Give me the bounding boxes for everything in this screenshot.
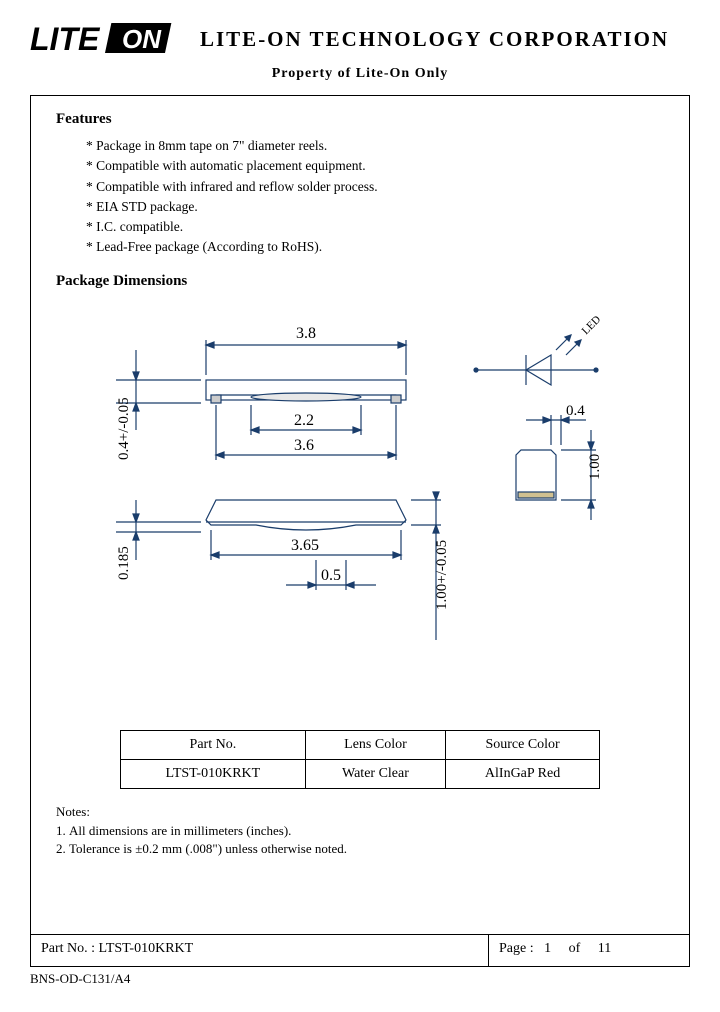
feature-item: Lead-Free package (According to RoHS). [86, 237, 664, 257]
cell-part-no: LTST-010KRKT [121, 759, 306, 788]
company-name: LITE-ON TECHNOLOGY CORPORATION [200, 27, 669, 52]
svg-text:ON: ON [122, 24, 162, 54]
dim-3.8: 3.8 [296, 325, 316, 342]
cell-source-color: AlInGaP Red [446, 759, 600, 788]
dim-1.00-tol: 1.00+/-0.05 [434, 539, 450, 609]
dim-3.6: 3.6 [294, 437, 314, 454]
cell-lens-color: Water Clear [305, 759, 445, 788]
svg-text:LITE: LITE [30, 21, 101, 57]
header: LITE ON LITE-ON TECHNOLOGY CORPORATION P… [0, 0, 720, 87]
features-list: Package in 8mm tape on 7" diameter reels… [86, 136, 664, 258]
total-pages: 11 [598, 941, 611, 956]
part-table: Part No. Lens Color Source Color LTST-01… [120, 730, 600, 789]
table-row: LTST-010KRKT Water Clear AlInGaP Red [121, 759, 600, 788]
liteon-logo: LITE ON [30, 20, 180, 58]
dim-1.00: 1.00 [587, 453, 603, 479]
dim-0.185: 0.185 [116, 546, 132, 580]
dim-2.2: 2.2 [294, 412, 314, 429]
footer: Part No. : LTST-010KRKT Page : 1 of 11 [30, 935, 690, 967]
logo-row: LITE ON LITE-ON TECHNOLOGY CORPORATION [30, 20, 690, 58]
dimension-drawing: 3.8 2.2 3.6 3.65 0.5 0.4+/-0.05 0.185 0.… [56, 300, 656, 720]
feature-item: Compatible with automatic placement equi… [86, 156, 664, 176]
feature-item: Compatible with infrared and reflow sold… [86, 177, 664, 197]
dim-3.65: 3.65 [291, 537, 319, 554]
footer-part-no: Part No. : LTST-010KRKT [31, 935, 489, 966]
feature-item: I.C. compatible. [86, 217, 664, 237]
table-header-row: Part No. Lens Color Source Color [121, 730, 600, 759]
dim-0.4: 0.4 [566, 403, 585, 419]
col-source-color: Source Color [446, 730, 600, 759]
dim-0.5: 0.5 [321, 567, 341, 584]
package-diagram: 3.8 2.2 3.6 3.65 0.5 0.4+/-0.05 0.185 0.… [56, 300, 664, 720]
of-label: of [569, 941, 581, 956]
col-part-no: Part No. [121, 730, 306, 759]
led-label: LED [580, 313, 604, 337]
page-label: Page : [499, 941, 534, 956]
package-dimensions-title: Package Dimensions [56, 273, 664, 290]
col-lens-color: Lens Color [305, 730, 445, 759]
main-content: Features Package in 8mm tape on 7" diame… [30, 95, 690, 935]
page-num: 1 [544, 941, 551, 956]
note-item: All dimensions are in millimeters (inche… [56, 822, 664, 840]
notes-list: All dimensions are in millimeters (inche… [56, 822, 664, 858]
dim-0.4-tol: 0.4+/-0.05 [116, 397, 132, 460]
notes-title: Notes: [56, 804, 664, 820]
note-item: Tolerance is ±0.2 mm (.008") unless othe… [56, 840, 664, 858]
notes-section: Notes: All dimensions are in millimeters… [56, 804, 664, 858]
document-code: BNS-OD-C131/A4 [30, 971, 720, 987]
features-title: Features [56, 111, 664, 128]
feature-item: Package in 8mm tape on 7" diameter reels… [86, 136, 664, 156]
property-line: Property of Lite-On Only [30, 66, 690, 82]
footer-page: Page : 1 of 11 [489, 935, 689, 966]
feature-item: EIA STD package. [86, 197, 664, 217]
